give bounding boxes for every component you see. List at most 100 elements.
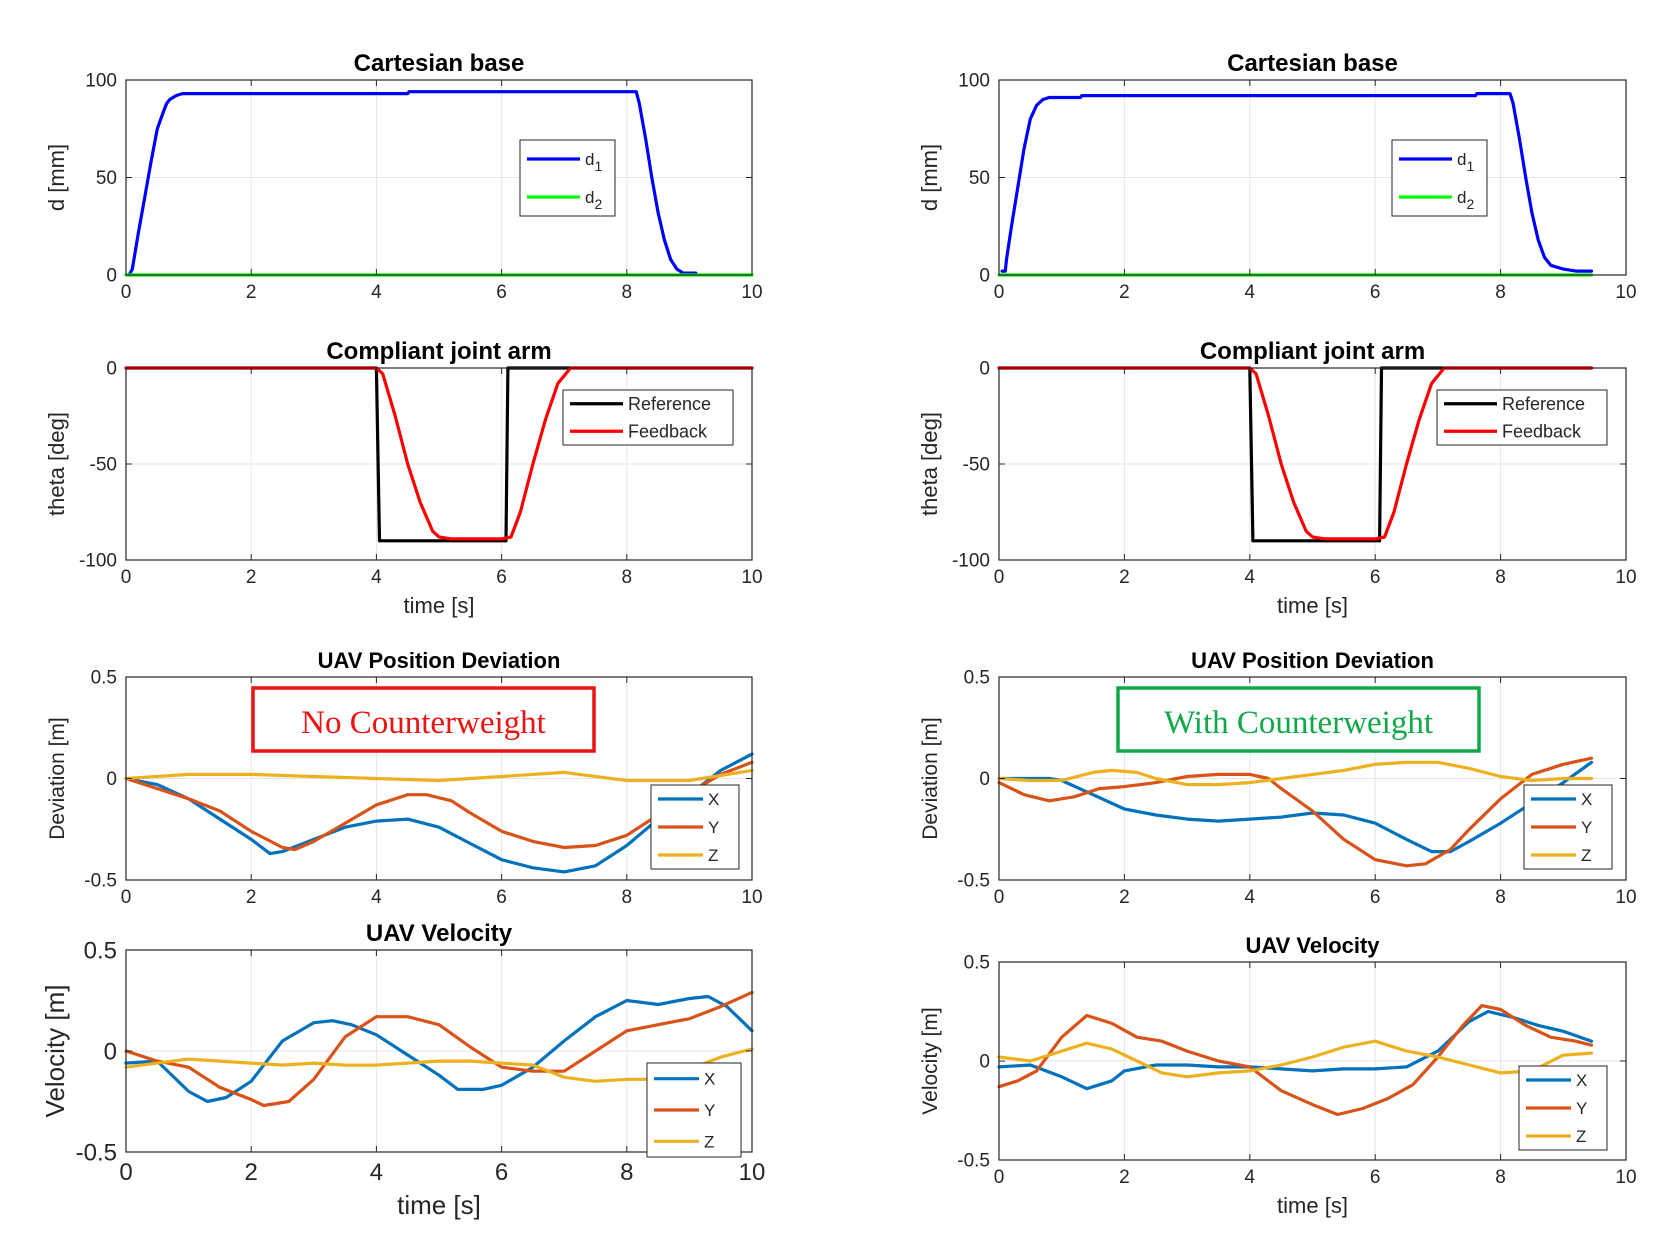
x-tick-label: 2	[1119, 887, 1130, 908]
series-line-y	[997, 1003, 1594, 1117]
x-tick-label: 2	[245, 1159, 258, 1186]
x-tick-label: 8	[622, 567, 633, 588]
x-tick-label: 2	[1119, 567, 1130, 588]
series-line-feedback	[124, 366, 754, 541]
x-tick-label: 4	[370, 1159, 383, 1186]
x-tick-label: 10	[1615, 1167, 1636, 1188]
x-tick-label: 4	[371, 887, 382, 908]
series-line-z	[997, 760, 1594, 787]
series-line-feedback	[997, 366, 1594, 541]
series-line-z	[997, 1039, 1594, 1079]
y-tick-label: 0.5	[964, 953, 990, 974]
x-tick-label: 0	[994, 567, 1005, 588]
legend-label: Feedback	[628, 422, 708, 442]
legend-subscript: 2	[594, 196, 602, 212]
y-tick-label: 100	[958, 71, 990, 92]
annotation-with-counterweight: With Counterweight	[1116, 686, 1481, 753]
y-tick-label: -0.5	[957, 1151, 990, 1172]
legend-label: Reference	[1502, 394, 1585, 414]
legend-label: X	[1576, 1071, 1587, 1090]
x-tick-label: 4	[1245, 567, 1256, 588]
chart-2: 0 2 4 6 8 10 -100 -50 0 Compliant joint arm theta …	[44, 338, 763, 618]
y-tick-label: -0.5	[76, 1139, 117, 1166]
legend-label: Reference	[628, 394, 711, 414]
legend-label: Z	[1581, 846, 1591, 865]
series-line-x	[997, 1009, 1594, 1091]
y-tick-label: 100	[85, 71, 117, 92]
y-tick-label: 0.5	[964, 668, 990, 689]
legend: Reference Feedback	[562, 389, 734, 446]
chart-title: UAV Velocity	[1245, 933, 1380, 958]
chart-4: 0 2 4 6 8 10 -100 -50 0 Compliant joint arm theta …	[917, 338, 1637, 618]
x-tick-label: 8	[1495, 567, 1506, 588]
series-line-x	[124, 994, 754, 1104]
y-tick-label: 0	[104, 1038, 117, 1065]
y-tick-label: 50	[969, 168, 990, 189]
x-tick-label: 2	[1119, 282, 1130, 303]
x-tick-label: 10	[741, 282, 762, 303]
x-tick-label: 2	[1119, 1167, 1130, 1188]
x-tick-label: 0	[121, 282, 132, 303]
y-tick-label: 0	[979, 359, 990, 380]
x-tick-label: 6	[1370, 282, 1381, 303]
y-axis-label: Velocity [m]	[919, 1007, 942, 1114]
y-axis-label: d [mm]	[917, 144, 942, 211]
x-tick-label: 10	[739, 1159, 766, 1186]
annotation-no-counterweight: No Counterweight	[251, 686, 596, 753]
legend-label: Z	[704, 1132, 714, 1151]
legend-subscript: 1	[594, 158, 602, 174]
x-tick-label: 6	[496, 887, 507, 908]
chart-title: Cartesian base	[354, 50, 525, 77]
x-axis-label: time [s]	[1277, 593, 1348, 618]
x-tick-label: 10	[741, 567, 762, 588]
chart-title: Cartesian base	[1227, 50, 1398, 77]
x-tick-label: 4	[371, 282, 382, 303]
x-tick-label: 10	[1615, 567, 1636, 588]
x-tick-label: 4	[1245, 1167, 1256, 1188]
legend-label: Y	[708, 818, 719, 837]
legend-subscript: 2	[1466, 196, 1474, 212]
y-tick-label: 0.5	[91, 668, 117, 689]
legend-label: Y	[704, 1101, 715, 1120]
annotation-box	[251, 686, 596, 753]
x-tick-label: 0	[119, 1159, 132, 1186]
y-tick-label: -50	[963, 455, 990, 476]
x-tick-label: 0	[994, 282, 1005, 303]
legend-box	[1391, 139, 1488, 217]
x-tick-label: 0	[121, 887, 132, 908]
annotation-text: With Counterweight	[1164, 705, 1433, 741]
y-axis-label: Velocity [m]	[40, 985, 70, 1118]
chart-title: UAV Velocity	[366, 920, 513, 947]
chart-title: Compliant joint arm	[1200, 338, 1425, 365]
x-tick-label: 10	[1615, 282, 1636, 303]
y-tick-label: -50	[90, 455, 117, 476]
legend-subscript: 1	[1466, 158, 1474, 174]
series-line-d1	[1000, 91, 1594, 273]
legend-label: Y	[1581, 818, 1592, 837]
x-tick-label: 6	[1370, 887, 1381, 908]
series-line-y	[124, 760, 754, 852]
x-tick-label: 8	[620, 1159, 633, 1186]
x-tick-label: 2	[246, 282, 257, 303]
y-tick-label: -100	[79, 551, 117, 572]
series-line-z	[124, 768, 754, 783]
legend-box	[562, 389, 734, 446]
x-tick-label: 8	[1495, 887, 1506, 908]
legend-label: Feedback	[1502, 422, 1582, 442]
x-tick-label: 8	[1495, 1167, 1506, 1188]
x-tick-label: 10	[741, 887, 762, 908]
legend: Reference Feedback	[1436, 389, 1608, 446]
y-axis-label: Deviation [m]	[46, 717, 69, 840]
series-line-y	[997, 756, 1594, 868]
legend-label: X	[704, 1070, 715, 1089]
x-tick-label: 6	[1370, 567, 1381, 588]
legend-label: X	[708, 790, 719, 809]
legend-box	[519, 139, 616, 217]
x-tick-label: 0	[994, 1167, 1005, 1188]
